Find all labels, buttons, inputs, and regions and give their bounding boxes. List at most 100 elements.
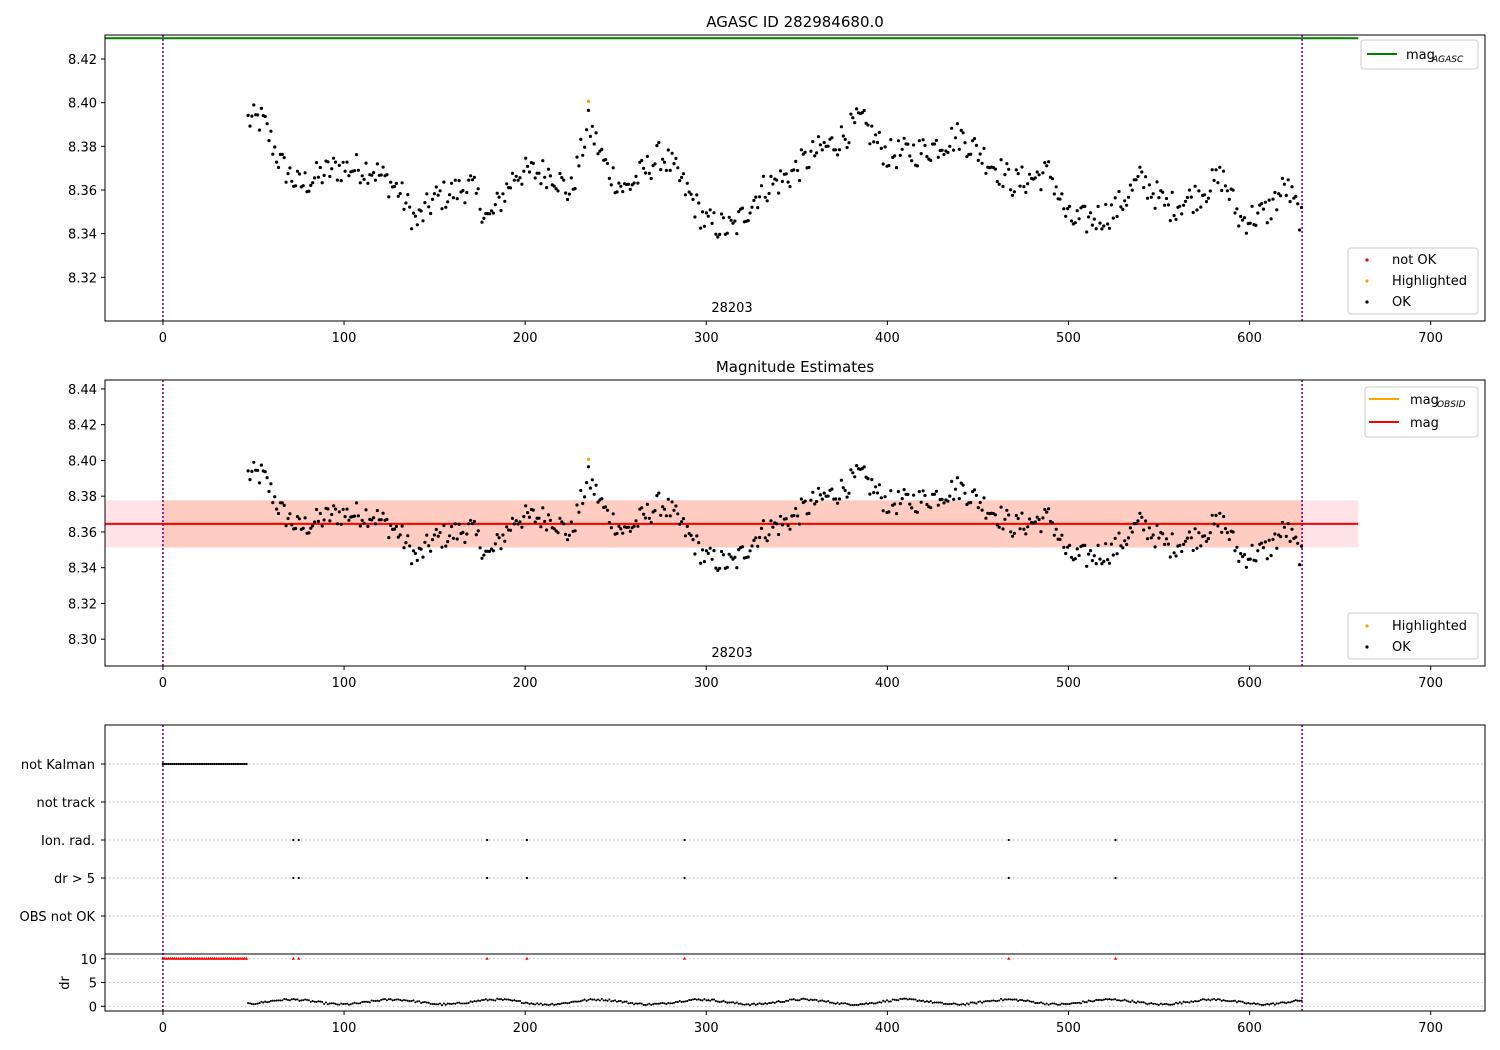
dr-point — [353, 1001, 356, 1004]
data-point-ok — [792, 513, 796, 518]
data-point-ok — [609, 526, 613, 530]
data-point-ok — [953, 487, 958, 491]
data-point-ok — [408, 544, 412, 548]
panel-agasc-legend-lines: mag AGASC — [1360, 39, 1479, 70]
data-point-ok — [1185, 536, 1189, 540]
data-point-ok — [463, 540, 467, 545]
data-point-ok — [815, 151, 819, 155]
dr-point — [541, 1003, 544, 1007]
dr-point — [693, 998, 696, 1001]
x-tick-label: 500 — [1056, 1021, 1081, 1036]
data-point-ok — [252, 103, 256, 107]
data-point-ok — [1094, 227, 1098, 231]
flag-not-kalman-mark — [182, 762, 185, 766]
data-point-ok — [822, 140, 826, 145]
dr-point — [1167, 1003, 1170, 1006]
data-point-ok — [997, 182, 1001, 186]
data-point-ok — [316, 175, 320, 179]
data-point-ok — [1174, 217, 1178, 221]
data-point-ok — [370, 173, 374, 177]
data-point-ok — [449, 181, 454, 185]
dr-point — [884, 1000, 887, 1003]
data-point-ok — [276, 511, 281, 516]
data-point-ok — [592, 142, 596, 146]
data-point-ok — [940, 148, 944, 152]
data-point-ok — [841, 134, 845, 138]
dr-point — [1074, 1002, 1077, 1005]
data-point-ok — [887, 510, 891, 514]
data-point-ok — [581, 501, 585, 506]
dr-point — [317, 1000, 320, 1003]
data-point-ok — [345, 160, 349, 164]
dr-point — [492, 999, 495, 1002]
data-point-ok — [997, 525, 1001, 529]
data-point-ok — [552, 184, 556, 188]
dr-point — [638, 1002, 641, 1005]
dr-point — [777, 1000, 780, 1003]
data-point-ok — [524, 156, 528, 160]
x-tick-label: 0 — [159, 1021, 167, 1036]
dr-clipped-mark — [1113, 956, 1118, 960]
data-point-ok — [702, 560, 707, 564]
data-point-ok — [512, 178, 516, 182]
dr-point — [625, 1000, 628, 1003]
dr-point — [324, 1001, 328, 1004]
dr-point — [1228, 1000, 1231, 1003]
data-point-ok — [604, 158, 608, 162]
data-point-ok — [1109, 542, 1113, 546]
data-point-ok — [1155, 180, 1159, 184]
data-point-ok — [469, 518, 473, 522]
data-point-ok — [721, 216, 726, 220]
dr-point — [737, 1002, 740, 1005]
data-point-ok — [1033, 520, 1037, 524]
dr-point — [901, 998, 904, 1001]
data-point-ok — [862, 108, 866, 113]
data-point-ok — [259, 463, 263, 467]
data-point-ok — [1275, 208, 1279, 212]
dr-point — [442, 1002, 445, 1005]
data-point-ok — [588, 486, 593, 490]
data-point-ok — [1189, 195, 1193, 199]
data-point-ok — [497, 195, 501, 199]
data-point-ok — [1227, 197, 1231, 201]
data-point-ok — [855, 464, 859, 468]
dr-point — [840, 1002, 843, 1005]
dr-point — [1241, 1000, 1244, 1003]
data-point-ok — [537, 516, 541, 520]
flag-not-kalman-mark — [217, 762, 220, 766]
dr-point — [307, 999, 310, 1002]
data-point-ok — [358, 181, 362, 185]
dr-point — [530, 1002, 533, 1005]
data-point-ok — [516, 522, 520, 526]
data-point-ok — [718, 566, 722, 570]
data-point-ok — [392, 184, 397, 189]
dr-point — [872, 1002, 875, 1005]
data-point-ok — [636, 524, 640, 528]
dr-point — [425, 1001, 428, 1004]
data-point-ok — [455, 537, 459, 541]
data-point-ok — [980, 508, 984, 512]
data-point-ok — [1037, 517, 1041, 522]
dr-point — [345, 1002, 349, 1005]
data-point-ok — [396, 194, 400, 198]
data-point-ok — [993, 513, 998, 517]
data-point-ok — [752, 198, 756, 202]
legend-ok: OK — [1392, 295, 1411, 310]
data-point-ok — [1204, 539, 1209, 544]
data-point-ok — [1174, 554, 1178, 558]
data-point-ok — [972, 488, 977, 492]
flag-not-kalman-mark — [186, 762, 189, 766]
data-point-ok — [699, 561, 703, 565]
data-point-ok — [427, 205, 431, 209]
data-point-ok — [830, 136, 834, 140]
dr-point — [1233, 999, 1237, 1002]
dr-point — [1249, 1002, 1252, 1005]
data-point-ok — [501, 533, 505, 537]
data-point-ok — [1290, 527, 1294, 531]
data-point-ok — [379, 173, 383, 177]
data-point-ok — [554, 187, 558, 191]
data-point-ok — [680, 520, 684, 524]
dr-point — [372, 999, 375, 1002]
dr-point — [699, 999, 702, 1002]
data-point-ok — [295, 515, 300, 519]
